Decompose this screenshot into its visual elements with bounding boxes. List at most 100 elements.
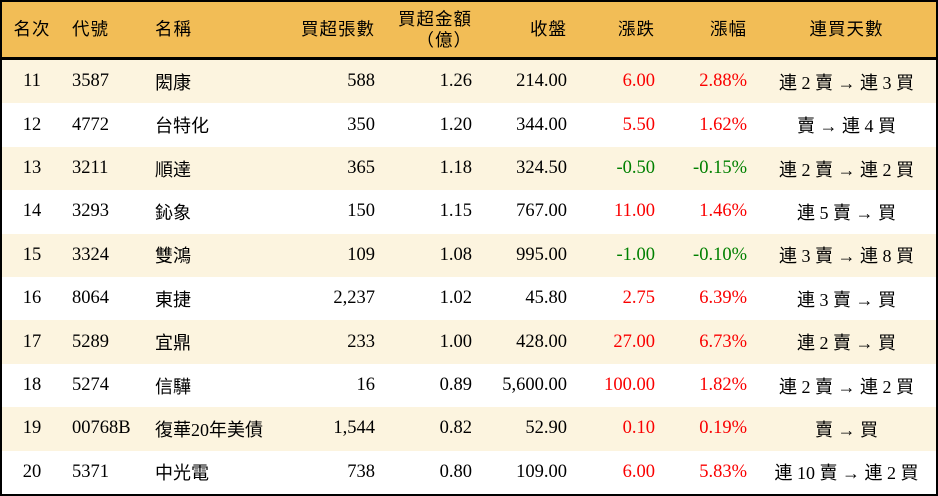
cell-change: 11.00 — [614, 201, 655, 222]
table-row: 11 3587 閎康 588 1.26 214.00 6.00 2.88% 連 2 賣 → 連 … — [2, 60, 936, 104]
cell-code: 5289 — [72, 331, 109, 352]
cell-volume: 2,237 — [333, 288, 375, 309]
header-close: 收盤 — [482, 19, 577, 39]
cell-name: 復華20年美債 — [155, 419, 263, 440]
cell-pct: 6.39% — [699, 288, 747, 309]
cell-amount: 0.82 — [439, 418, 472, 439]
cell-rank: 13 — [22, 158, 42, 179]
cell-amount: 1.26 — [439, 71, 472, 92]
header-code: 代號 — [62, 19, 150, 39]
table-row: 19 00768B 復華20年美債 1,544 0.82 52.90 0.10 0.19% 賣 … — [2, 407, 936, 451]
cell-name: 台特化 — [155, 116, 209, 137]
cell-code: 3211 — [72, 158, 109, 179]
cell-rank: 15 — [22, 244, 42, 265]
cell-rank: 14 — [22, 201, 42, 222]
cell-close: 995.00 — [516, 244, 567, 265]
cell-rank: 11 — [23, 71, 41, 92]
cell-rank: 18 — [22, 375, 42, 396]
cell-pct: -0.10% — [693, 244, 747, 265]
cell-name: 東捷 — [155, 289, 191, 310]
cell-change: 6.00 — [622, 71, 655, 92]
cell-rank: 20 — [22, 461, 42, 482]
cell-amount: 1.18 — [439, 158, 472, 179]
cell-name: 宜鼎 — [155, 333, 191, 354]
cell-code: 4772 — [72, 114, 109, 135]
cell-amount: 1.02 — [439, 288, 472, 309]
cell-streak: 連 3 賣 → 買 — [797, 289, 896, 310]
cell-rank: 16 — [22, 288, 42, 309]
cell-name: 順達 — [155, 159, 191, 180]
header-amount-label: 買超金額 — [398, 9, 472, 30]
cell-volume: 16 — [356, 375, 376, 396]
table-row: 16 8064 東捷 2,237 1.02 45.80 2.75 6.39% 連 3 賣 → 買 — [2, 277, 936, 321]
cell-streak: 連 2 賣 → 買 — [797, 333, 896, 354]
cell-code: 5274 — [72, 375, 109, 396]
cell-name: 中光電 — [155, 463, 209, 484]
cell-name: 閎康 — [155, 72, 191, 93]
cell-streak: 賣 → 連 4 買 — [797, 116, 896, 137]
header-volume-label: 買超張數 — [301, 19, 375, 40]
header-name: 名稱 — [150, 19, 290, 39]
header-change: 漲跌 — [577, 19, 665, 39]
cell-close: 45.80 — [525, 288, 567, 309]
header-amount: 買超金額 （億） — [385, 9, 482, 49]
header-close-label: 收盤 — [530, 19, 567, 40]
cell-volume: 738 — [347, 461, 375, 482]
header-name-label: 名稱 — [155, 19, 192, 40]
cell-pct: 1.62% — [699, 114, 747, 135]
table-row: 14 3293 鈊象 150 1.15 767.00 11.00 1.46% 連 5 賣 → 買 — [2, 190, 936, 234]
cell-pct: -0.15% — [693, 158, 747, 179]
cell-change: 27.00 — [613, 331, 655, 352]
cell-streak: 賣 → 買 — [815, 419, 878, 440]
cell-change: 6.00 — [622, 461, 655, 482]
table-row: 18 5274 信驊 16 0.89 5,600.00 100.00 1.82% 連 2 賣 →… — [2, 363, 936, 408]
cell-amount: 1.08 — [439, 244, 472, 265]
cell-amount: 1.00 — [439, 331, 472, 352]
table-row: 17 5289 宜鼎 233 1.00 428.00 27.00 6.73% 連 2 賣 → 買 — [2, 320, 936, 364]
cell-rank: 12 — [22, 114, 42, 135]
cell-volume: 350 — [347, 114, 375, 135]
cell-amount: 1.20 — [439, 114, 472, 135]
cell-pct: 1.46% — [699, 201, 747, 222]
cell-change: 5.50 — [622, 114, 655, 135]
cell-volume: 150 — [347, 201, 375, 222]
cell-pct: 2.88% — [699, 71, 747, 92]
cell-change: 2.75 — [622, 288, 655, 309]
table-header-row: 名次 代號 名稱 買超張數 買超金額 （億） 收盤 漲跌 漲幅 連買天數 — [2, 2, 936, 60]
cell-amount: 0.80 — [439, 461, 472, 482]
cell-streak: 連 3 賣 → 連 8 買 — [779, 246, 914, 267]
header-streak: 連買天數 — [757, 19, 936, 39]
cell-change: 100.00 — [604, 375, 655, 396]
cell-close: 428.00 — [516, 331, 567, 352]
cell-streak: 連 5 賣 → 買 — [797, 202, 896, 223]
cell-close: 52.90 — [525, 418, 567, 439]
cell-close: 214.00 — [516, 71, 567, 92]
header-rank: 名次 — [2, 19, 62, 39]
cell-volume: 233 — [347, 331, 375, 352]
table-body: 11 3587 閎康 588 1.26 214.00 6.00 2.88% 連 2 賣 → 連 … — [2, 60, 936, 494]
table-row: 13 3211 順達 365 1.18 324.50 -0.50 -0.15% 連 2 賣 → … — [2, 146, 936, 191]
cell-change: -1.00 — [616, 244, 655, 265]
header-amount-unit: （億） — [416, 29, 472, 50]
cell-code: 8064 — [72, 288, 109, 309]
header-code-label: 代號 — [72, 19, 109, 40]
cell-code: 5371 — [72, 461, 109, 482]
cell-close: 109.00 — [516, 461, 567, 482]
cell-code: 3587 — [72, 71, 109, 92]
cell-pct: 6.73% — [699, 331, 747, 352]
cell-pct: 0.19% — [699, 418, 747, 439]
header-volume: 買超張數 — [290, 19, 385, 39]
cell-volume: 365 — [347, 158, 375, 179]
table-row: 20 5371 中光電 738 0.80 109.00 6.00 5.83% 連 10 賣 → … — [2, 450, 936, 494]
cell-pct: 1.82% — [699, 375, 747, 396]
cell-close: 324.50 — [516, 158, 567, 179]
cell-streak: 連 2 賣 → 連 2 買 — [779, 376, 914, 397]
cell-name: 雙鴻 — [155, 246, 191, 267]
cell-streak: 連 10 賣 → 連 2 買 — [774, 463, 919, 484]
cell-code: 3293 — [72, 201, 109, 222]
cell-code: 00768B — [72, 418, 131, 439]
cell-close: 344.00 — [516, 114, 567, 135]
cell-name: 鈊象 — [155, 202, 191, 223]
header-rank-label: 名次 — [13, 19, 51, 40]
cell-code: 3324 — [72, 244, 109, 265]
